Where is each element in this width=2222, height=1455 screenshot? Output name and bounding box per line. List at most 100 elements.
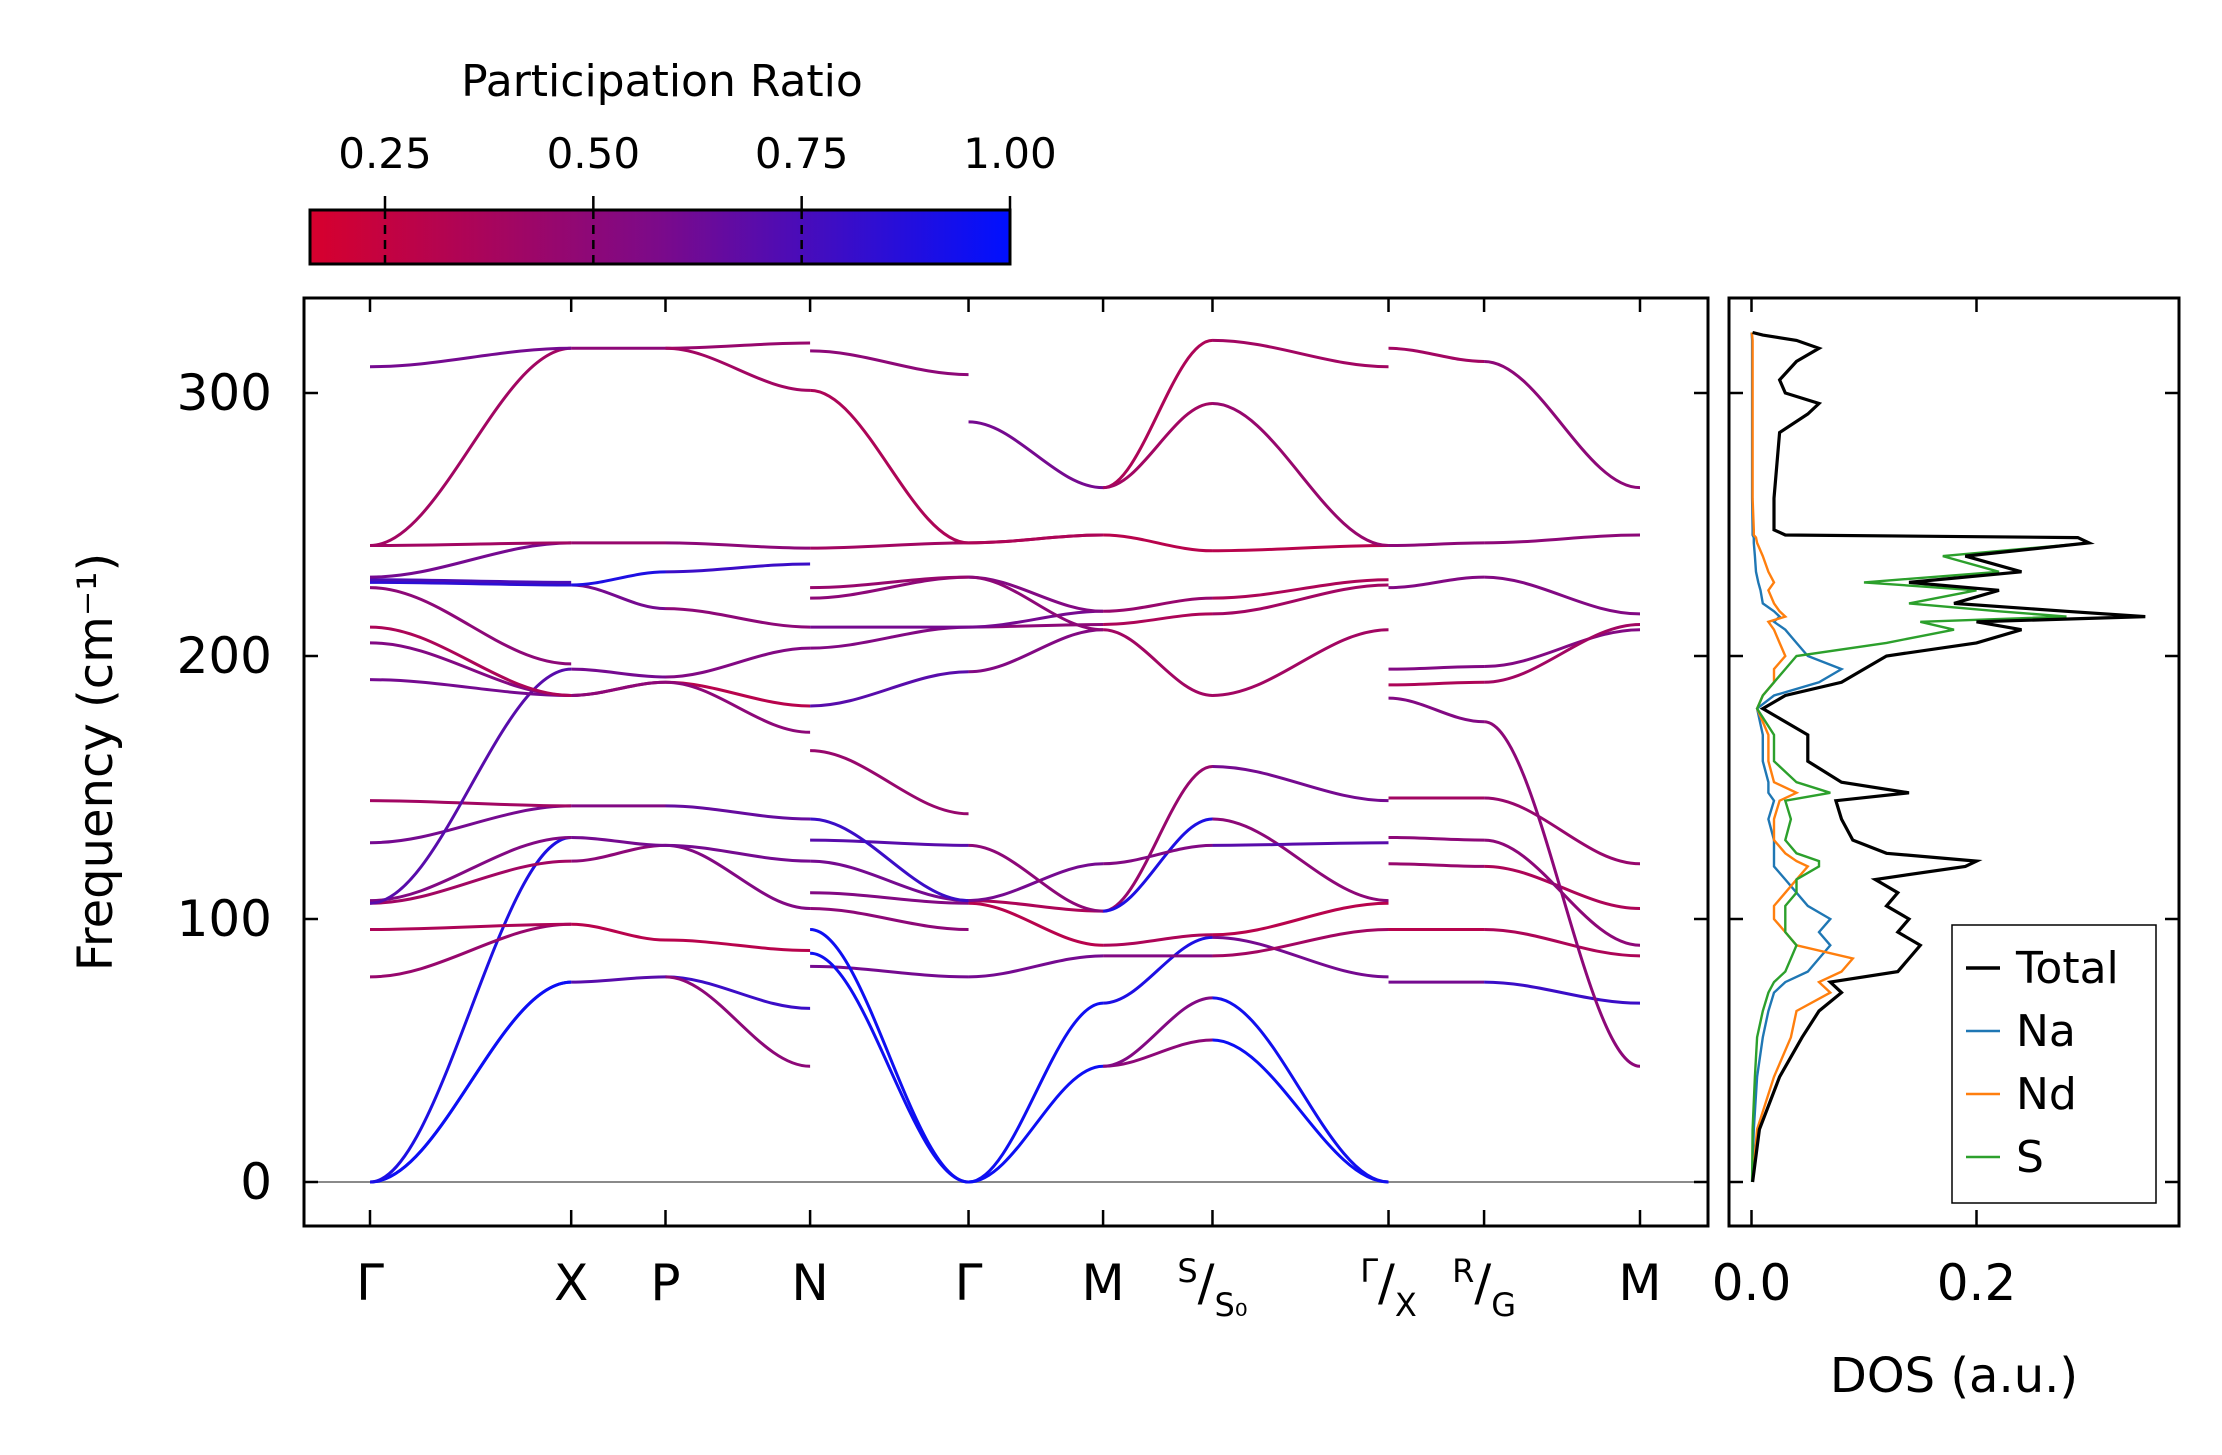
band-line — [968, 420, 1104, 490]
legend-label-total: Total — [2015, 943, 2119, 994]
colorbar-tick-label: 0.50 — [547, 129, 641, 178]
band-line — [1388, 862, 1485, 868]
colorbar-ticks — [383, 196, 1012, 264]
band-segment — [369, 346, 572, 1184]
band-line — [1484, 796, 1641, 866]
kpoint-label: Γ/X — [1360, 1252, 1417, 1324]
colorbar-tick-labels: 0.25 0.50 0.75 1.00 — [338, 129, 1057, 178]
band-line — [1484, 628, 1641, 669]
band-line — [810, 838, 969, 847]
band-line — [369, 922, 572, 932]
band-axes-frame — [302, 296, 1710, 1228]
band-line — [1212, 841, 1389, 847]
kpoint-label: M — [1082, 1254, 1125, 1312]
band-line — [369, 835, 572, 1184]
band-line — [665, 346, 811, 392]
band-line — [1212, 901, 1389, 937]
band-segment — [1212, 338, 1389, 1184]
dos-x-tick-label: 0.2 — [1937, 1254, 2017, 1312]
band-line — [810, 859, 969, 903]
band-line — [665, 541, 811, 550]
dos-legend: Total Na Nd S — [1951, 924, 2157, 1204]
band-line — [968, 533, 1104, 545]
dos-x-tick-label: 0.0 — [1712, 1254, 1792, 1312]
band-line — [968, 899, 1104, 913]
band-line — [1484, 980, 1641, 1005]
band-line — [810, 541, 969, 550]
band-segment — [1483, 359, 1641, 1068]
dos-line-total — [1751, 330, 2146, 1183]
band-line — [1102, 402, 1213, 490]
band-segment — [968, 420, 1104, 1184]
colorbar-tick-label: 1.00 — [963, 129, 1057, 178]
band-line — [1103, 628, 1213, 697]
band-line — [968, 901, 1104, 947]
band-line — [369, 346, 572, 548]
band-line — [810, 670, 969, 708]
band-line — [369, 586, 572, 666]
kpoint-label: Γ — [955, 1254, 983, 1312]
band-line — [665, 975, 811, 1010]
band-line — [1102, 996, 1213, 1068]
band-line — [369, 804, 572, 845]
dos-line-na — [1750, 332, 1845, 1183]
band-line — [1103, 843, 1213, 866]
legend-label-na: Na — [2016, 1006, 2076, 1057]
band-line — [665, 938, 811, 953]
band-line — [1212, 928, 1389, 958]
legend-items: Total Na Nd S — [1966, 943, 2119, 1183]
band-line — [665, 341, 811, 350]
band-segment — [1102, 338, 1213, 1068]
band-line — [809, 951, 969, 1184]
band-line — [968, 609, 1104, 629]
band-line — [1212, 338, 1389, 369]
band-line — [810, 388, 969, 545]
band-line — [1212, 935, 1389, 979]
band-line — [571, 843, 666, 863]
band-x-axis: Γ X P N Γ M S/S₀ Γ/X R/G M — [356, 298, 1662, 1324]
band-y-tick-label: 100 — [177, 890, 272, 948]
band-line — [369, 835, 572, 903]
band-line — [1212, 583, 1389, 616]
band-line — [1388, 696, 1485, 724]
band-line — [665, 804, 811, 821]
dos-panel: 0.0 0.2 DOS (a.u.) Total Na Nd S — [1712, 296, 2181, 1404]
kpoint-label: M — [1618, 1254, 1661, 1312]
colorbar-label: Participation Ratio — [461, 56, 863, 107]
band-line — [571, 583, 666, 611]
band-line — [1212, 544, 1389, 553]
band-line — [1212, 628, 1389, 697]
band-segment — [1388, 346, 1485, 984]
band-line — [1388, 665, 1485, 671]
legend-label-s: S — [2016, 1132, 2044, 1183]
band-line — [1484, 622, 1641, 684]
kpoint-label: X — [554, 1254, 588, 1312]
band-line — [810, 349, 969, 377]
band-line — [1484, 575, 1641, 616]
band-line — [369, 541, 572, 548]
band-line — [809, 928, 969, 1184]
dos-x-axis-label: DOS (a.u.) — [1830, 1348, 2078, 1404]
kpoint-label: P — [650, 1254, 680, 1312]
band-line — [369, 578, 572, 584]
band-line — [665, 562, 811, 574]
band-line — [1212, 578, 1389, 600]
band-line — [810, 891, 969, 905]
band-line — [810, 964, 969, 979]
band-line — [810, 575, 969, 590]
band-line — [968, 862, 1104, 903]
band-line — [1103, 596, 1213, 613]
dos-x-axis: 0.0 0.2 — [1712, 298, 2017, 1312]
band-line — [1212, 764, 1389, 803]
band-line — [968, 575, 1104, 613]
band-line — [810, 817, 969, 903]
band-line — [1103, 933, 1213, 947]
band-line — [1484, 928, 1641, 958]
band-line — [665, 975, 811, 1068]
band-line — [1388, 575, 1485, 590]
band-line — [571, 975, 666, 984]
band-line — [369, 625, 572, 697]
band-line — [369, 859, 572, 905]
band-line — [968, 843, 1104, 913]
band-line — [1484, 533, 1641, 545]
